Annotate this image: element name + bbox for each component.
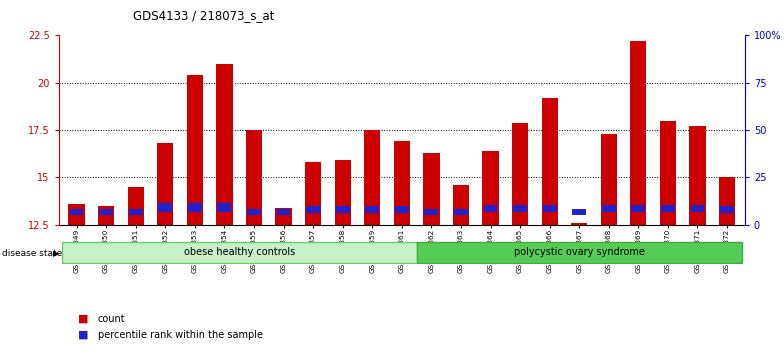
Text: count: count (98, 314, 125, 324)
FancyBboxPatch shape (416, 242, 742, 263)
Bar (364, 130, 380, 225)
Bar (482, 151, 499, 225)
Bar (571, 223, 587, 225)
Text: disease state: disease state (2, 249, 62, 258)
Bar (689, 126, 706, 225)
Text: obese healthy controls: obese healthy controls (183, 247, 295, 257)
Bar (216, 64, 233, 225)
Bar (128, 187, 143, 225)
Bar (275, 208, 292, 225)
Bar (336, 206, 350, 213)
Bar (129, 209, 143, 215)
Bar (602, 205, 615, 212)
Bar (720, 206, 734, 213)
Bar (307, 206, 320, 213)
Bar (305, 162, 321, 225)
Bar (395, 206, 408, 213)
Text: polycystic ovary syndrome: polycystic ovary syndrome (514, 247, 644, 257)
Bar (68, 204, 85, 225)
Text: GDS4133 / 218073_s_at: GDS4133 / 218073_s_at (133, 10, 274, 22)
Bar (217, 203, 231, 212)
Bar (246, 130, 262, 225)
Bar (542, 98, 557, 225)
Bar (543, 205, 557, 212)
Bar (157, 143, 173, 225)
Bar (188, 203, 201, 212)
FancyBboxPatch shape (62, 242, 416, 263)
Bar (512, 122, 528, 225)
Bar (247, 209, 261, 215)
Bar (661, 205, 675, 212)
Bar (691, 205, 704, 212)
Bar (70, 209, 83, 215)
Bar (601, 134, 617, 225)
Bar (514, 205, 527, 212)
Bar (719, 177, 735, 225)
Text: percentile rank within the sample: percentile rank within the sample (98, 330, 263, 339)
Bar (394, 142, 410, 225)
Bar (335, 160, 350, 225)
Bar (454, 209, 468, 215)
Bar (423, 153, 440, 225)
Bar (158, 203, 172, 212)
Text: ▶: ▶ (53, 249, 60, 258)
Bar (98, 206, 114, 225)
Bar (365, 206, 379, 213)
Bar (424, 209, 438, 215)
Text: ■: ■ (78, 330, 89, 339)
Bar (277, 209, 290, 215)
Bar (631, 205, 645, 212)
Bar (660, 121, 676, 225)
Bar (453, 185, 469, 225)
Bar (100, 209, 113, 215)
Bar (630, 41, 647, 225)
Text: ■: ■ (78, 314, 89, 324)
Bar (572, 209, 586, 215)
Bar (187, 75, 203, 225)
Bar (484, 205, 497, 212)
